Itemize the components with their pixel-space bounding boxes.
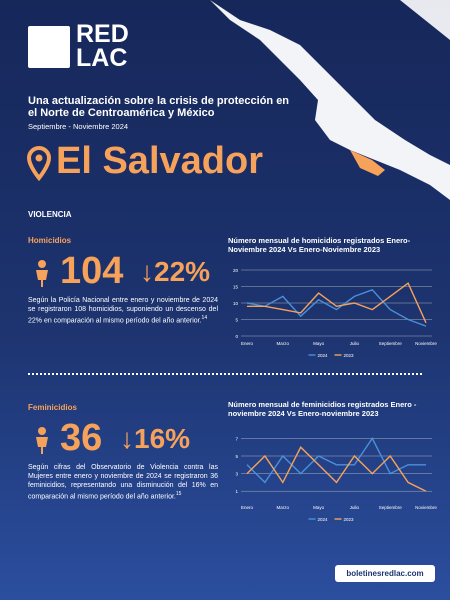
x-tick-label: Noviembre [415, 505, 437, 510]
separator [28, 373, 422, 375]
series-line [246, 437, 426, 484]
logo-line: RED [76, 20, 129, 48]
section-title: Feminicidios [28, 403, 77, 412]
footnote: 15 [175, 491, 182, 497]
x-tick-label: Enero [241, 505, 254, 510]
x-tick-label: Julio [350, 341, 360, 346]
y-tick-label: 0 [235, 334, 238, 339]
x-tick-label: Mayo [313, 341, 325, 346]
map [210, 0, 450, 200]
legend-label: 2023 [344, 353, 355, 358]
y-tick-label: 1 [235, 489, 238, 494]
series-line [247, 282, 427, 324]
icon-head [38, 427, 46, 435]
footnote: 14 [201, 315, 208, 321]
section-title: Homicidios [28, 236, 72, 245]
chart-title: Número mensual de homicidios registrados… [228, 236, 411, 254]
y-tick-label: 7 [235, 436, 238, 441]
paragraph: Según la Policía Nacional entre enero y … [28, 296, 218, 325]
stat-value: 104 [60, 250, 124, 292]
logo-icon [28, 26, 70, 68]
x-tick-label: Marzo [277, 341, 290, 346]
footer-link[interactable]: boletinesredlac.com [335, 565, 435, 582]
legend-label: 2023 [344, 517, 355, 522]
logo-line: LAC [76, 44, 128, 72]
legend-label: 2024 [318, 517, 329, 522]
y-tick-label: 20 [233, 268, 239, 273]
x-tick-label: Enero [241, 341, 254, 346]
legend-label: 2024 [318, 353, 329, 358]
y-tick-label: 5 [235, 318, 238, 323]
stat-change: ↓16% [120, 423, 191, 454]
icon [36, 427, 48, 454]
period: Septiembre - Noviembre 2024 [28, 122, 129, 131]
paragraph: Según cifras del Observatorio de Violenc… [28, 463, 218, 501]
y-tick-label: 10 [233, 301, 239, 306]
chart-title: Número mensual de feminicidios registrad… [228, 400, 417, 418]
x-tick-label: Septiembre [379, 505, 403, 510]
y-tick-label: 15 [233, 285, 239, 290]
icon [36, 260, 48, 287]
paragraph-text: Según cifras del Observatorio de Violenc… [28, 464, 218, 501]
x-tick-label: Julio [350, 505, 360, 510]
y-tick-label: 5 [235, 454, 238, 459]
x-tick-label: Mayo [313, 505, 325, 510]
paragraph-text: Según la Policía Nacional entre enero y … [28, 297, 218, 325]
pin-icon [26, 146, 52, 182]
logo-text: RED LAC [76, 20, 129, 72]
y-tick-label: 3 [235, 472, 238, 477]
chart: 0 5 10 15 20 Enero Marzo Mayo Julio Septiembre Nov… [233, 268, 437, 358]
series-line [246, 288, 427, 327]
icon-body [36, 270, 48, 287]
x-tick-label: Septiembre [379, 341, 403, 346]
chart: 1 3 5 7 Enero Marzo Mayo Julio Septiembre Noviemb… [235, 436, 437, 522]
country: El Salvador [56, 140, 263, 182]
section-label: VIOLENCIA [28, 210, 72, 219]
x-tick-label: Marzo [277, 505, 290, 510]
series-line [246, 446, 427, 492]
x-tick-label: Noviembre [415, 341, 437, 346]
icon-body [36, 437, 48, 454]
stat-value: 36 [60, 417, 103, 459]
subtitle: Una actualización sobre la crisis de pro… [28, 95, 290, 119]
icon-head [38, 260, 46, 268]
stat-change: ↓22% [140, 256, 211, 287]
